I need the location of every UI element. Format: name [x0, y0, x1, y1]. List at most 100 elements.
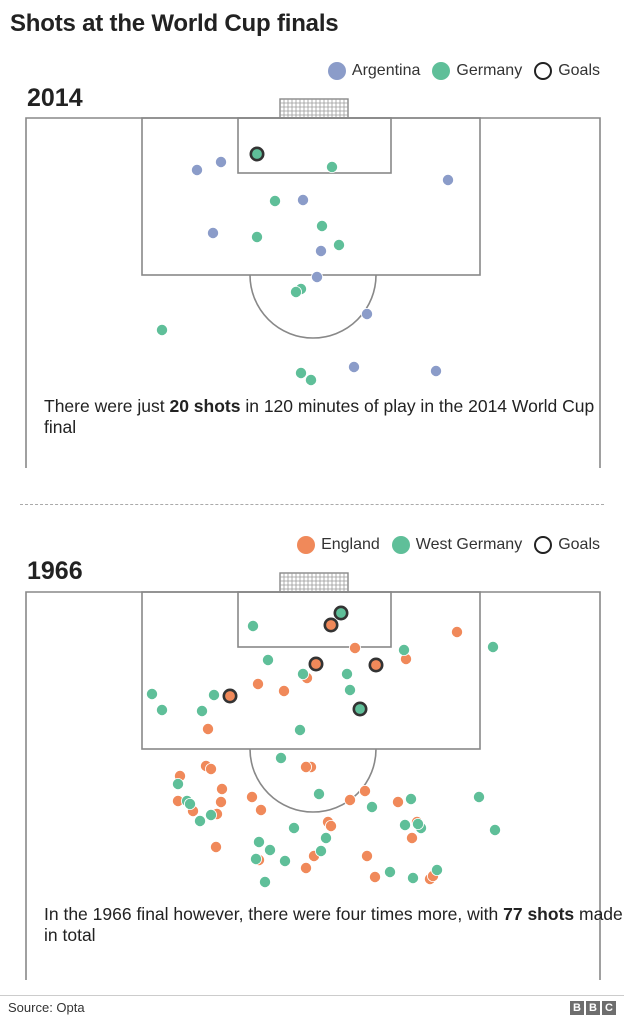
penalty-area — [141, 117, 481, 276]
shot-point — [340, 668, 353, 681]
shot-point — [204, 808, 217, 821]
legend-item-england: England — [297, 536, 380, 554]
shot-point — [325, 161, 338, 174]
shot-point — [201, 722, 214, 735]
shot-point — [348, 642, 361, 655]
shot-point — [332, 238, 345, 251]
six-yard-box — [237, 591, 392, 648]
shot-point — [252, 835, 265, 848]
shot-point — [360, 849, 373, 862]
shot-point — [254, 803, 267, 816]
legend-item-goals-1966: Goals — [534, 536, 600, 554]
shot-point — [391, 795, 404, 808]
shot-point — [278, 854, 291, 867]
shot-point — [155, 323, 168, 336]
shot-point — [171, 777, 184, 790]
shot-point — [314, 844, 327, 857]
shot-point — [207, 689, 220, 702]
legend-label-goals-1966: Goals — [558, 536, 600, 553]
source-text: Source: Opta — [8, 1000, 85, 1015]
legend-label-argentina: Argentina — [351, 62, 421, 79]
note-1966-after: made in total — [44, 904, 623, 945]
goal-shot-point — [308, 656, 324, 672]
shot-point — [190, 164, 203, 177]
bbc-logo-block: C — [602, 1001, 616, 1015]
shot-point — [441, 174, 454, 187]
shot-point — [429, 364, 442, 377]
shot-point — [183, 797, 196, 810]
shot-point — [206, 226, 219, 239]
shot-point — [289, 285, 302, 298]
shot-point — [343, 684, 356, 697]
legend-swatch-goals-1966 — [534, 536, 553, 554]
shot-point — [250, 230, 263, 243]
shot-point — [358, 784, 371, 797]
note-1966: In the 1966 final however, there were fo… — [44, 904, 624, 946]
legend-label-west-germany: West Germany — [415, 536, 523, 553]
goal-shot-point — [368, 657, 384, 673]
shot-point — [251, 678, 264, 691]
legend-label-england: England — [321, 536, 380, 553]
legend-item-goals-2014: Goals — [534, 62, 600, 80]
year-label-1966: 1966 — [27, 557, 83, 585]
bbc-logo-block: B — [570, 1001, 584, 1015]
shot-point — [155, 703, 168, 716]
footer-divider — [0, 995, 624, 996]
shot-point — [246, 620, 259, 633]
legend-item-argentina: Argentina — [327, 62, 421, 80]
chart-title: Shots at the World Cup finals — [10, 10, 339, 37]
shot-point — [296, 668, 309, 681]
shot-point — [411, 817, 424, 830]
year-label-2014: 2014 — [27, 84, 83, 112]
shot-point — [486, 641, 499, 654]
shot-point — [488, 823, 501, 836]
shot-point — [296, 194, 309, 207]
legend-item-germany: Germany — [432, 62, 522, 80]
shot-point — [293, 723, 306, 736]
shot-point — [277, 685, 290, 698]
shot-point — [258, 875, 271, 888]
legend-swatch-germany — [432, 62, 451, 80]
shot-point — [214, 795, 227, 808]
note-2014-before: There were just — [44, 396, 170, 416]
note-2014-after: in 120 minutes of play in the 2014 World… — [44, 396, 595, 437]
note-2014-bold: 20 shots — [169, 396, 241, 416]
shot-point — [360, 307, 373, 320]
shot-point — [405, 831, 418, 844]
shot-point — [204, 762, 217, 775]
goal-shot-point — [222, 688, 238, 704]
goal-shot-point — [323, 617, 339, 633]
shot-point — [209, 840, 222, 853]
shot-point — [287, 821, 300, 834]
six-yard-box — [237, 117, 392, 174]
shot-point — [299, 861, 312, 874]
legend-swatch-argentina — [327, 62, 346, 80]
shot-point — [347, 360, 360, 373]
legend-swatch-goals-2014 — [534, 62, 553, 80]
legend-label-goals-2014: Goals — [558, 62, 600, 79]
shot-point — [145, 688, 158, 701]
legend-swatch-west-germany — [391, 536, 410, 554]
goal-shot-point — [249, 146, 265, 162]
shot-point — [324, 819, 337, 832]
pitch-2014 — [25, 98, 601, 468]
goal-shot-point — [333, 605, 349, 621]
shot-point — [215, 782, 228, 795]
penalty-area — [141, 591, 481, 750]
shot-point — [383, 865, 396, 878]
legend-item-west-germany: West Germany — [391, 536, 523, 554]
shot-point — [195, 704, 208, 717]
shot-point — [299, 760, 312, 773]
shot-point — [365, 800, 378, 813]
shot-point — [263, 843, 276, 856]
shot-point — [450, 626, 463, 639]
shot-point — [304, 373, 317, 386]
shot-point — [274, 751, 287, 764]
shot-point — [368, 870, 381, 883]
goal-shot-point — [352, 701, 368, 717]
shot-point — [312, 787, 325, 800]
bbc-logo: B B C — [568, 1001, 616, 1015]
shot-point — [268, 195, 281, 208]
note-1966-bold: 77 shots — [503, 904, 575, 924]
pitch-1966 — [25, 572, 601, 980]
